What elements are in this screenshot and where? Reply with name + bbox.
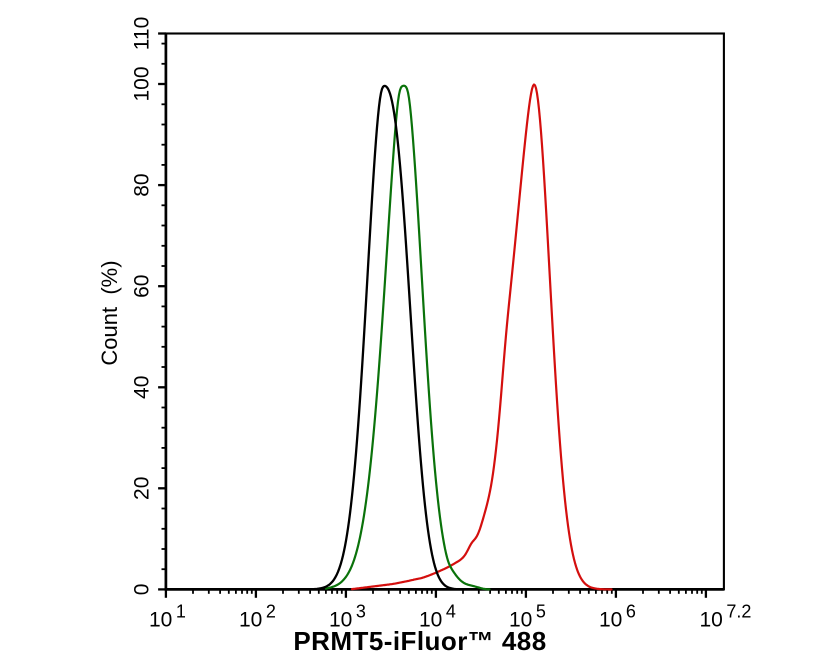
svg-text:Count (%): Count (%) xyxy=(97,260,122,365)
svg-text:80: 80 xyxy=(131,173,154,196)
svg-text:20: 20 xyxy=(131,477,154,500)
svg-text:100: 100 xyxy=(131,66,154,101)
svg-text:110: 110 xyxy=(131,17,154,50)
svg-text:60: 60 xyxy=(131,275,154,298)
svg-text:40: 40 xyxy=(131,376,154,399)
svg-text:0: 0 xyxy=(131,584,154,596)
svg-text:PRMT5-iFluor™ 488: PRMT5-iFluor™ 488 xyxy=(293,626,546,656)
